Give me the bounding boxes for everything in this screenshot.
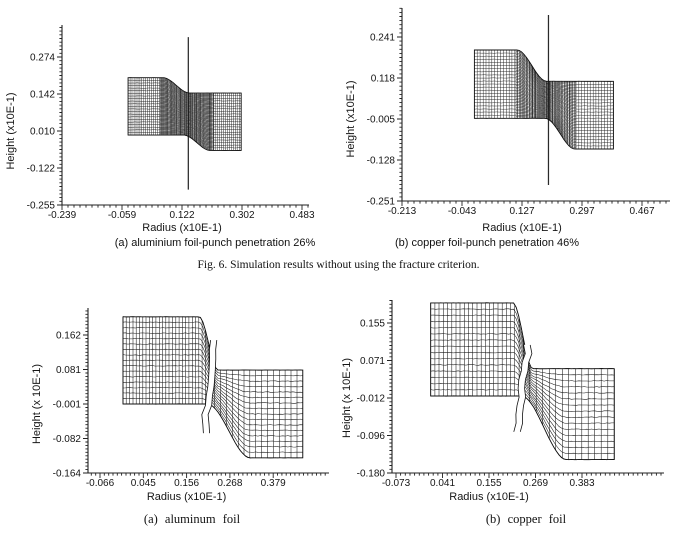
svg-text:Radius (x10E-1): Radius (x10E-1): [482, 222, 561, 234]
svg-text:0.155: 0.155: [360, 319, 385, 330]
svg-text:Radius (x10E-1): Radius (x10E-1): [449, 491, 528, 503]
svg-text:0.156: 0.156: [174, 478, 199, 489]
svg-text:0.467: 0.467: [629, 206, 654, 217]
svg-text:-0.096: -0.096: [357, 431, 386, 442]
svg-text:-0.251: -0.251: [367, 197, 396, 208]
subcaption-top-left: (a) aluminium foil-punch penetration 26%: [114, 237, 316, 249]
svg-text:Height (x10E-1): Height (x10E-1): [345, 80, 357, 157]
svg-text:0.297: 0.297: [569, 206, 594, 217]
svg-text:0.155: 0.155: [476, 478, 501, 489]
svg-text:-0.164: -0.164: [53, 469, 82, 480]
svg-text:Height (x 10E-1): Height (x 10E-1): [31, 364, 43, 444]
figure-caption: Fig. 6. Simulation results without using…: [197, 259, 480, 271]
svg-text:0.383: 0.383: [569, 478, 594, 489]
panel-bottom-left: -0.066 0.045 0.156 0.268 0.379 0.162 0.081 -0.0…: [0, 290, 338, 534]
svg-text:0.118: 0.118: [371, 74, 396, 85]
mesh-plot-aluminium-penetration-26: -0.239 -0.059 0.122 0.302 0.483 0.274 0.142 0.0…: [5, 25, 315, 234]
mesh-plot-copper-penetration-46: -0.213 -0.043 0.127 0.297 0.467 0.241 0.118 -0.…: [345, 7, 670, 234]
mesh-plot-aluminum-foil-fractured: -0.066 0.045 0.156 0.268 0.379 0.162 0.081 -0.0…: [31, 308, 329, 503]
svg-text:-0.180: -0.180: [357, 469, 386, 480]
panel-top-left: -0.239 -0.059 0.122 0.302 0.483 0.274 0.142 0.0…: [0, 0, 338, 256]
svg-text:0.071: 0.071: [360, 356, 385, 367]
subcaption-bottom-left: (a) aluminum foil: [143, 512, 241, 526]
svg-text:0.045: 0.045: [131, 478, 156, 489]
svg-text:0.122: 0.122: [169, 210, 194, 221]
subcaption-top-right: (b) copper foil-punch penetration 46%: [394, 237, 580, 249]
svg-text:0.142: 0.142: [30, 90, 55, 101]
svg-text:0.274: 0.274: [30, 53, 55, 64]
svg-text:-0.043: -0.043: [448, 206, 477, 217]
svg-text:-0.066: -0.066: [86, 478, 115, 489]
svg-text:0.162: 0.162: [56, 331, 81, 342]
svg-text:-0.073: -0.073: [382, 478, 411, 489]
svg-text:-0.122: -0.122: [27, 164, 56, 175]
svg-text:0.483: 0.483: [289, 210, 314, 221]
svg-text:-0.239: -0.239: [48, 210, 77, 221]
svg-text:0.302: 0.302: [229, 210, 254, 221]
svg-text:-0.255: -0.255: [27, 201, 56, 212]
svg-text:-0.005: -0.005: [367, 115, 396, 126]
svg-text:Radius (x10E-1): Radius (x10E-1): [142, 222, 221, 234]
svg-text:Radius (x10E-1): Radius (x10E-1): [147, 491, 226, 503]
svg-text:0.081: 0.081: [56, 365, 81, 376]
svg-text:-0.128: -0.128: [367, 156, 396, 167]
subcaption-bottom-right: (b) copper foil: [485, 512, 567, 526]
svg-text:-0.001: -0.001: [53, 400, 82, 411]
svg-text:-0.082: -0.082: [53, 434, 82, 445]
svg-text:-0.012: -0.012: [357, 394, 386, 405]
svg-text:0.010: 0.010: [30, 127, 55, 138]
svg-text:0.127: 0.127: [509, 206, 534, 217]
svg-text:0.041: 0.041: [430, 478, 455, 489]
svg-text:-0.059: -0.059: [108, 210, 137, 221]
svg-text:0.241: 0.241: [370, 33, 395, 44]
svg-text:-0.213: -0.213: [388, 206, 417, 217]
svg-text:Height (x10E-1): Height (x10E-1): [5, 92, 17, 169]
mesh-plot-copper-foil-fractured: -0.073 0.041 0.155 0.269 0.383 0.155 0.071 -0.0…: [341, 300, 664, 503]
svg-text:0.379: 0.379: [261, 478, 286, 489]
panel-top-right: -0.213 -0.043 0.127 0.297 0.467 0.241 0.118 -0.…: [339, 0, 677, 256]
panel-bottom-right: -0.073 0.041 0.155 0.269 0.383 0.155 0.071 -0.0…: [339, 290, 677, 534]
svg-text:Height (x 10E-1): Height (x 10E-1): [341, 358, 353, 438]
svg-text:0.269: 0.269: [523, 478, 548, 489]
svg-text:0.268: 0.268: [217, 478, 242, 489]
